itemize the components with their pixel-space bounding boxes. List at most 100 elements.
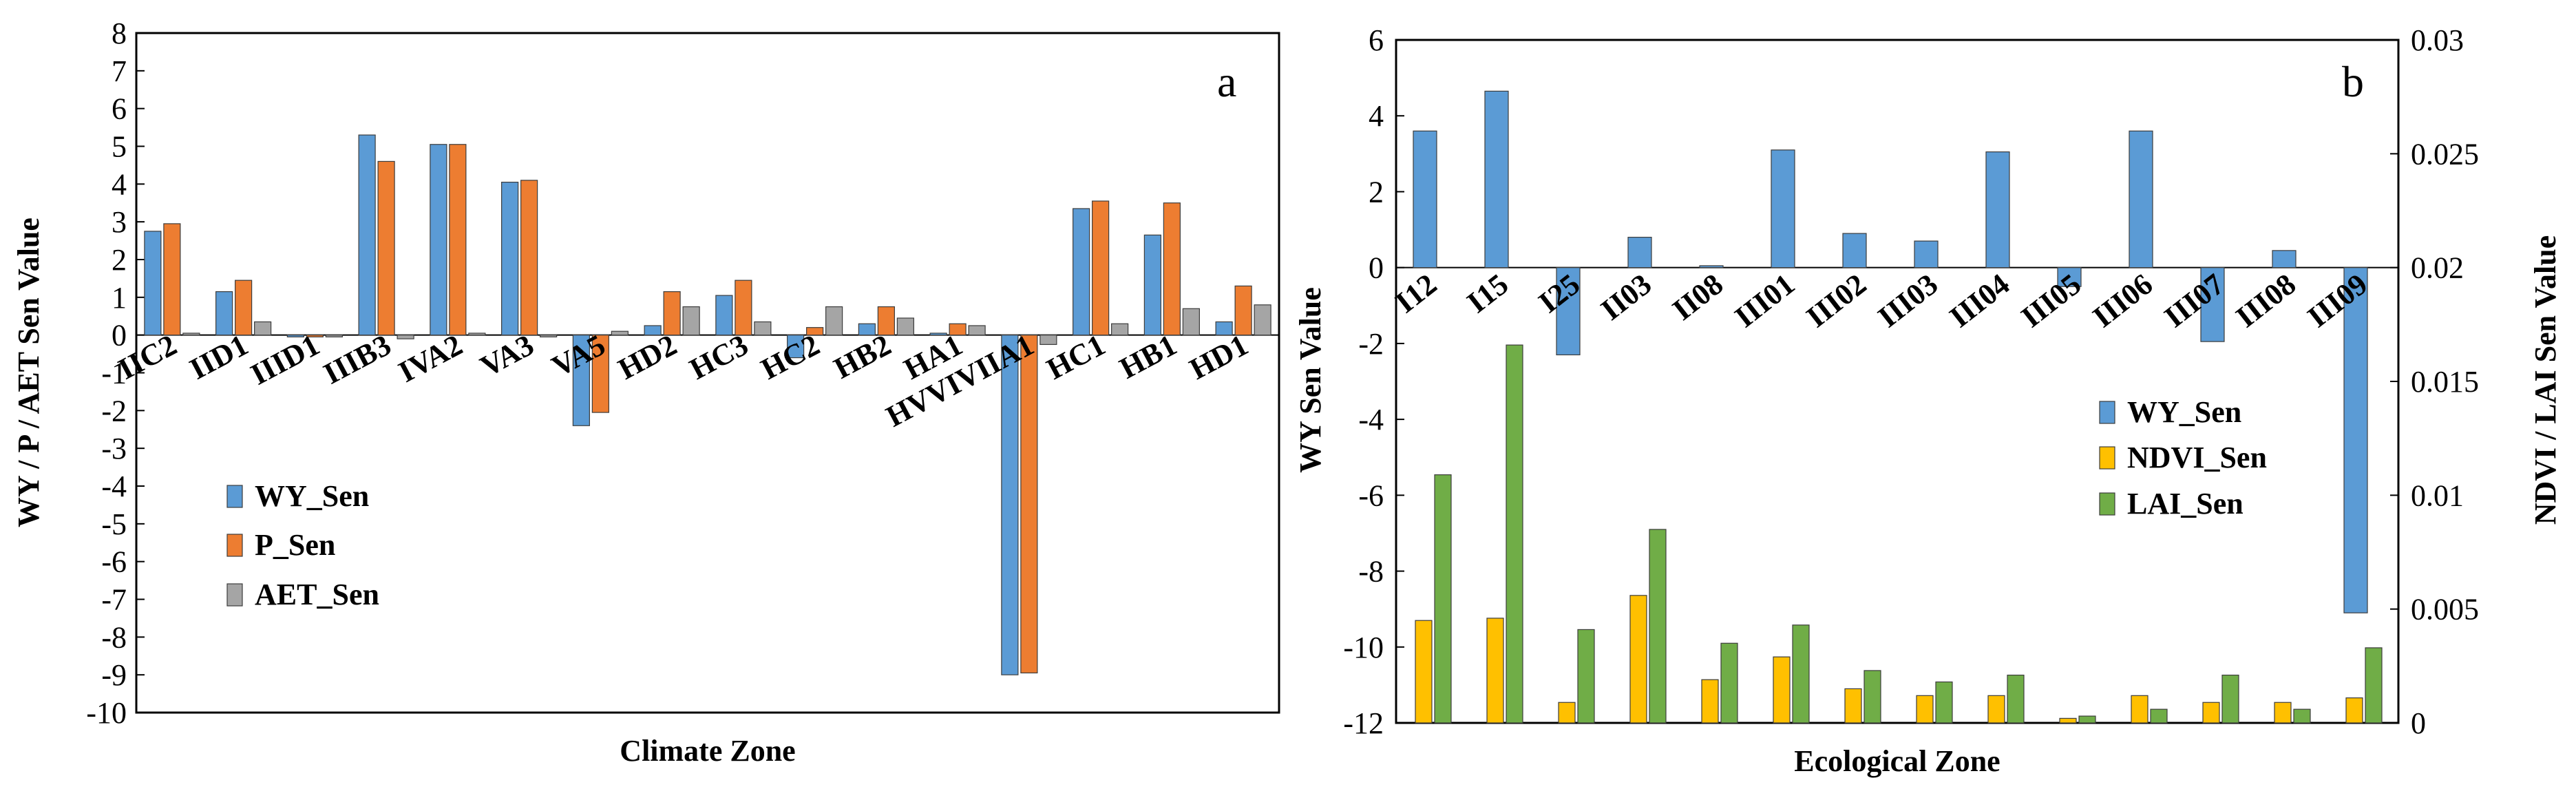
bar-b-wy-sen-iii07 xyxy=(2200,267,2225,342)
bar-b-lai-sen-i25 xyxy=(1577,629,1595,724)
panel-a-y-tick-label: -8 xyxy=(101,620,127,654)
panel-a-y-tick-label: 0 xyxy=(112,319,127,353)
bar-b-wy-sen-iii05 xyxy=(2057,267,2082,287)
panel-b-y-tick-label: 2 xyxy=(1369,175,1384,209)
bar-a-wy-sen-hd1 xyxy=(1215,321,1233,336)
bar-b-ndvi-sen-i25 xyxy=(1558,702,1576,724)
bar-b-lai-sen-i12 xyxy=(1434,474,1452,724)
bar-b-wy-sen-ii08 xyxy=(1699,265,1724,269)
bar-b-wy-sen-iii08 xyxy=(2272,250,2297,269)
legend-b-swatch-lai-sen xyxy=(2099,492,2115,516)
bar-a-wy-sen-ha1 xyxy=(929,333,947,336)
bar-b-wy-sen-ii03 xyxy=(1627,236,1652,269)
panel-a-y-tick-label: 5 xyxy=(112,130,127,164)
bar-b-wy-sen-iii01 xyxy=(1771,149,1795,269)
panel-b-right-y-tick-label: 0.015 xyxy=(2411,365,2479,399)
bar-a-wy-sen-va5 xyxy=(572,335,590,426)
bar-a-aet-sen-va3 xyxy=(540,335,558,338)
legend-a-swatch-aet-sen xyxy=(226,583,243,607)
panel-a-y-tick-label: -7 xyxy=(101,583,127,617)
legend-b-swatch-wy-sen xyxy=(2099,401,2115,424)
bar-a-wy-sen-hc3 xyxy=(715,295,733,336)
bar-a-p-sen-iic2 xyxy=(163,223,181,336)
panel-a-y-tick-label: -3 xyxy=(101,432,127,465)
bar-b-lai-sen-iii02 xyxy=(1864,670,1881,724)
bar-b-wy-sen-i12 xyxy=(1413,130,1437,269)
bar-b-ndvi-sen-iii08 xyxy=(2274,702,2292,724)
bar-a-aet-sen-iic2 xyxy=(182,333,200,336)
bar-b-lai-sen-iii07 xyxy=(2221,674,2239,724)
bar-a-wy-sen-hc2 xyxy=(787,335,805,359)
bar-b-lai-sen-iii08 xyxy=(2293,708,2311,724)
panel-b-y-tick-label: -4 xyxy=(1358,403,1384,436)
panel-a-y-tick-label: -4 xyxy=(101,470,127,503)
bar-b-ndvi-sen-iii05 xyxy=(2059,717,2077,724)
bar-b-ndvi-sen-i15 xyxy=(1486,618,1504,724)
panel-a-legend: WY_Sen P_Sen AET_Sen xyxy=(226,479,379,611)
panel-a-y-tick-label: 6 xyxy=(112,92,127,126)
bar-a-aet-sen-hd1 xyxy=(1254,304,1271,336)
legend-b-label-ndvi-sen: NDVI_Sen xyxy=(2127,441,2267,474)
panel-a-y-tick-label: 7 xyxy=(112,54,127,88)
bar-a-wy-sen-iiib3 xyxy=(358,134,376,336)
panel-a-bars xyxy=(144,134,1271,675)
bar-a-aet-sen-hd2 xyxy=(682,306,700,336)
bar-a-aet-sen-iiid1 xyxy=(325,335,343,338)
bar-b-wy-sen-iii03 xyxy=(1914,240,1939,269)
bar-a-wy-sen-iic2 xyxy=(144,231,162,336)
panel-b-chart: -12 -10 -8 -6 -4 -2 0 2 4 6 0 0.005 0.01 0.015 0.02 0.… xyxy=(1294,23,2562,778)
bar-b-ndvi-sen-iii02 xyxy=(1844,688,1862,724)
panel-b-left-y-axis-title: WY Sen Value xyxy=(1294,287,1327,473)
panel-b-right-y-tick-label: 0.005 xyxy=(2411,593,2479,627)
legend-a-label-p-sen: P_Sen xyxy=(255,528,335,562)
bar-b-ndvi-sen-iii06 xyxy=(2131,695,2149,724)
bar-a-p-sen-hc2 xyxy=(806,327,824,336)
bar-a-wy-sen-va3 xyxy=(501,181,519,336)
panel-a-y-tick-label: -5 xyxy=(101,507,127,541)
bar-b-ndvi-sen-iii07 xyxy=(2202,702,2220,724)
bar-a-p-sen-iva2 xyxy=(449,144,467,336)
bar-a-aet-sen-hb1 xyxy=(1182,308,1200,336)
panel-a-y-tick-label: 8 xyxy=(112,17,127,50)
panel-a-label: a xyxy=(1217,57,1236,106)
bar-a-wy-sen-hc1 xyxy=(1073,208,1090,336)
legend-b-label-lai-sen: LAI_Sen xyxy=(2127,487,2244,520)
panel-b-y-tick-label: 6 xyxy=(1369,23,1384,57)
bar-a-aet-sen-ha1 xyxy=(968,325,986,336)
legend-b-label-wy-sen: WY_Sen xyxy=(2127,395,2241,429)
bar-a-wy-sen-iva2 xyxy=(430,144,447,336)
bar-b-lai-sen-i15 xyxy=(1506,344,1523,724)
bar-b-lai-sen-ii08 xyxy=(1720,642,1738,724)
panel-a-y-tick-label: -2 xyxy=(101,394,127,428)
bar-a-wy-sen-hb1 xyxy=(1143,234,1161,336)
bar-b-lai-sen-iii04 xyxy=(2007,674,2025,724)
bar-a-p-sen-hb1 xyxy=(1163,202,1181,336)
panel-b-y-tick-label: -10 xyxy=(1343,631,1384,664)
bar-a-aet-sen-iva2 xyxy=(468,333,486,336)
bar-b-ndvi-sen-iii03 xyxy=(1916,695,1934,724)
panel-b-x-axis-title: Ecological Zone xyxy=(1794,744,2000,778)
panel-b-left-y-axis: -12 -10 -8 -6 -4 -2 0 2 4 6 xyxy=(1343,23,1404,740)
panel-b-right-y-axis: 0 0.005 0.01 0.015 0.02 0.025 0.03 xyxy=(2390,23,2479,740)
bar-a-wy-sen-iiid1 xyxy=(286,335,304,338)
bar-b-ndvi-sen-iii09 xyxy=(2345,697,2363,724)
panel-b-label: b xyxy=(2342,57,2364,106)
panel-b-right-y-tick-label: 0.03 xyxy=(2411,23,2464,57)
bar-b-wy-sen-iii06 xyxy=(2129,130,2153,269)
panel-b-right-y-tick-label: 0.01 xyxy=(2411,478,2464,512)
bar-b-wy-sen-iii04 xyxy=(1985,151,2010,269)
panel-b-bars xyxy=(1413,90,2383,724)
bar-a-wy-sen-hvviviia1 xyxy=(1001,335,1019,675)
bar-b-ndvi-sen-iii04 xyxy=(1987,695,2005,724)
legend-a-swatch-wy-sen xyxy=(226,485,243,508)
bar-b-lai-sen-iii06 xyxy=(2150,708,2168,724)
bar-a-aet-sen-hc2 xyxy=(825,306,843,336)
panel-a-y-tick-label: -10 xyxy=(86,696,127,730)
bar-b-lai-sen-iii03 xyxy=(1935,681,1953,724)
legend-a-label-aet-sen: AET_Sen xyxy=(255,578,379,611)
bar-a-aet-sen-va5 xyxy=(611,330,629,336)
bar-a-wy-sen-hb2 xyxy=(858,323,876,336)
legend-b-swatch-ndvi-sen xyxy=(2099,446,2115,470)
